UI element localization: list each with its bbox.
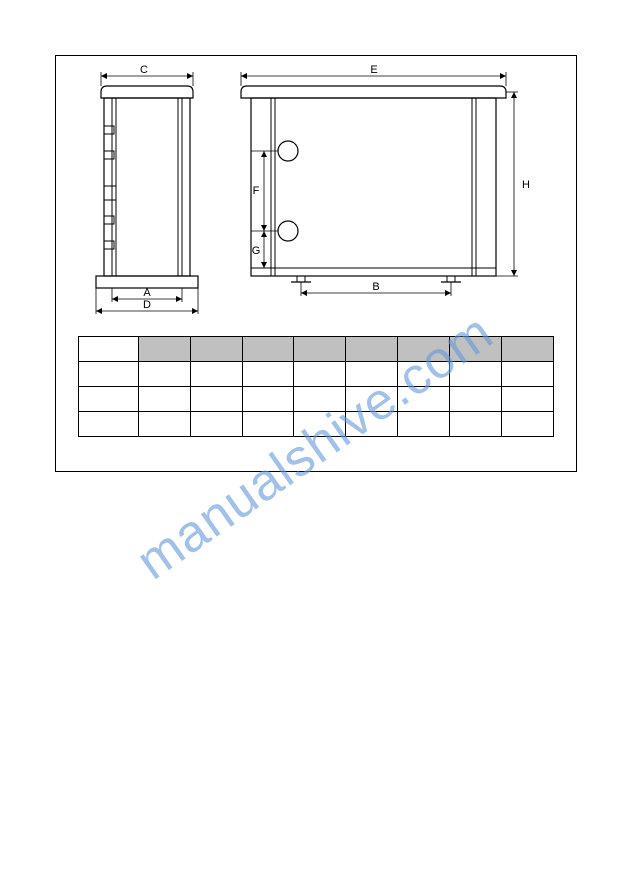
technical-diagram: C E A [56, 56, 576, 311]
dimensions-table [78, 336, 554, 437]
table-cell [502, 387, 554, 412]
label-b: B [372, 281, 379, 293]
diagram-svg: C E A [56, 56, 576, 316]
table-cell [79, 412, 139, 437]
table-header [502, 337, 554, 362]
dimension-h: H [496, 92, 530, 276]
label-g: G [252, 245, 261, 257]
table-cell [502, 362, 554, 387]
table-cell [138, 387, 190, 412]
table-header [450, 337, 502, 362]
table-cell [138, 362, 190, 387]
table-header [294, 337, 346, 362]
table-cell [398, 362, 450, 387]
table-cell [502, 412, 554, 437]
table-header [138, 337, 190, 362]
table-row [79, 387, 554, 412]
table-cell [346, 412, 398, 437]
table-cell [294, 387, 346, 412]
table-cell [398, 412, 450, 437]
table-cell [190, 412, 242, 437]
table-cell [79, 362, 139, 387]
table-cell [242, 362, 294, 387]
table-header-row [79, 337, 554, 362]
side-view [96, 86, 198, 288]
table-header [346, 337, 398, 362]
table-header [242, 337, 294, 362]
table-cell [450, 412, 502, 437]
table-cell [294, 362, 346, 387]
dimension-b: B [301, 281, 451, 296]
document-frame: C E A [55, 55, 577, 472]
table-cell [242, 412, 294, 437]
table-cell [346, 387, 398, 412]
label-c: C [140, 64, 148, 76]
table-row [79, 362, 554, 387]
table-cell [450, 387, 502, 412]
label-d: D [143, 299, 151, 311]
label-e: E [370, 64, 377, 76]
table-cell [242, 387, 294, 412]
table-cell [398, 387, 450, 412]
table-cell [346, 362, 398, 387]
label-f: F [253, 185, 260, 197]
label-h: H [522, 179, 530, 191]
table-header [398, 337, 450, 362]
dimension-c: C [101, 64, 193, 86]
table-cell [190, 362, 242, 387]
table-cell [79, 387, 139, 412]
table-cell [294, 412, 346, 437]
table-row [79, 412, 554, 437]
dimension-f: F [251, 151, 278, 231]
dimension-g: G [251, 231, 268, 268]
table-cell [190, 387, 242, 412]
table-cell [450, 362, 502, 387]
table-header [190, 337, 242, 362]
table-cell [138, 412, 190, 437]
table-header [79, 337, 139, 362]
front-view [241, 86, 506, 282]
dimension-e: E [241, 64, 506, 86]
data-table [78, 336, 554, 437]
label-a: A [143, 287, 151, 299]
